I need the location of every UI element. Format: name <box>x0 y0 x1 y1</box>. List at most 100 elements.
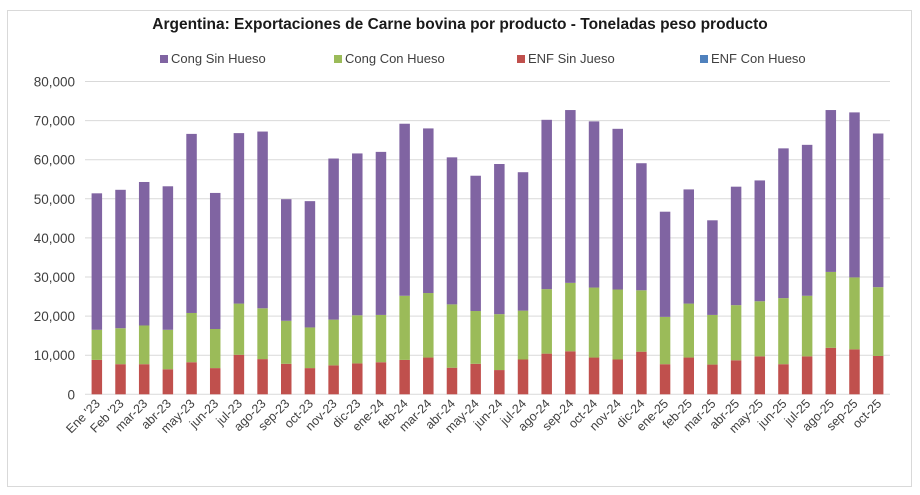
bar-segment-enf-sin-jueso <box>849 349 860 395</box>
legend-label: Cong Sin Hueso <box>171 51 266 66</box>
y-tick-label: 30,000 <box>34 270 75 285</box>
bar-segment-cong-sin-hueso <box>91 193 103 330</box>
bar-segment-cong-con-hueso <box>233 303 245 355</box>
legend-item-enf-con-hueso: ENF Con Hueso <box>700 51 806 66</box>
bar-segment-cong-con-hueso <box>541 289 552 354</box>
bar-segment-enf-sin-jueso <box>446 367 458 395</box>
bar-segment-cong-con-hueso <box>754 301 766 357</box>
bar-segment-cong-sin-hueso <box>162 186 174 330</box>
bar-segment-cong-sin-hueso <box>304 201 316 328</box>
bar-segment-cong-sin-hueso <box>659 211 671 317</box>
bar-segment-cong-con-hueso <box>707 314 718 365</box>
bar-segment-cong-con-hueso <box>778 298 789 365</box>
bar-segment-cong-sin-hueso <box>778 148 789 299</box>
bar-segment-cong-sin-hueso <box>825 110 837 272</box>
bar-segment-cong-con-hueso <box>281 320 292 364</box>
bar-segment-enf-sin-jueso <box>91 359 103 395</box>
bar-segment-cong-con-hueso <box>446 304 458 368</box>
bar-segment-cong-sin-hueso <box>872 133 884 288</box>
bar-segment-cong-con-hueso <box>91 329 103 360</box>
bar-segment-enf-sin-jueso <box>612 359 623 395</box>
bar-segment-cong-sin-hueso <box>399 123 410 296</box>
bar-segment-enf-sin-jueso <box>683 357 694 395</box>
bar-segment-enf-sin-jueso <box>352 363 363 395</box>
bar-segment-cong-con-hueso <box>115 328 126 365</box>
bar-segment-enf-sin-jueso <box>872 355 884 395</box>
y-tick-label: 50,000 <box>34 192 75 207</box>
bar-segment-cong-sin-hueso <box>281 199 292 321</box>
y-tick-label: 20,000 <box>34 309 75 324</box>
bar-segment-enf-sin-jueso <box>730 360 742 395</box>
legend-item-cong-sin-hueso: Cong Sin Hueso <box>160 51 266 66</box>
bar-segment-cong-con-hueso <box>352 315 363 364</box>
bar-segment-cong-con-hueso <box>588 287 600 358</box>
bar-segment-cong-sin-hueso <box>375 151 387 315</box>
legend-swatch <box>517 54 525 63</box>
bar-segment-enf-sin-jueso <box>801 356 813 395</box>
bar-segment-cong-sin-hueso <box>565 110 576 283</box>
bar-segment-enf-sin-jueso <box>707 364 718 395</box>
bar-segment-cong-sin-hueso <box>138 181 150 326</box>
bar-segment-cong-con-hueso <box>328 319 339 366</box>
y-tick-label: 60,000 <box>34 153 75 168</box>
bar-segment-enf-sin-jueso <box>281 363 292 395</box>
bar-segment-cong-con-hueso <box>636 290 647 352</box>
bar-segment-cong-sin-hueso <box>849 112 860 278</box>
bar-segment-enf-sin-jueso <box>209 368 221 395</box>
bar-segment-cong-con-hueso <box>872 287 884 356</box>
bar-segment-enf-sin-jueso <box>754 356 766 395</box>
bar-segment-cong-sin-hueso <box>328 158 339 320</box>
legend-item-enf-sin-jueso: ENF Sin Jueso <box>517 51 615 66</box>
bar-segment-enf-sin-jueso <box>138 364 150 395</box>
y-tick-label: 70,000 <box>34 114 75 129</box>
bar-segment-cong-con-hueso <box>494 314 505 371</box>
bar-segment-cong-con-hueso <box>257 308 268 360</box>
legend-swatch <box>334 54 342 63</box>
bar-segment-enf-sin-jueso <box>541 353 552 395</box>
bar-segment-cong-con-hueso <box>399 295 410 360</box>
legend-label: ENF Con Hueso <box>711 51 806 66</box>
bar-segment-cong-sin-hueso <box>446 157 458 305</box>
bar-segment-enf-sin-jueso <box>399 359 410 395</box>
bar-segment-cong-sin-hueso <box>115 189 126 329</box>
legend-item-cong-con-hueso: Cong Con Hueso <box>334 51 445 66</box>
legend-swatch <box>160 54 168 63</box>
bar-segment-enf-sin-jueso <box>778 364 789 395</box>
bar-segment-cong-sin-hueso <box>470 175 481 312</box>
y-tick-label: 80,000 <box>34 75 75 90</box>
bar-segment-cong-sin-hueso <box>209 192 221 330</box>
bar-segment-cong-sin-hueso <box>636 163 647 291</box>
bar-segment-cong-con-hueso <box>209 329 221 369</box>
bar-segment-enf-sin-jueso <box>162 369 174 395</box>
bar-segment-cong-sin-hueso <box>423 128 434 294</box>
bar-segment-enf-sin-jueso <box>588 357 600 395</box>
bar-segment-cong-sin-hueso <box>233 133 245 304</box>
bar-segment-cong-sin-hueso <box>494 164 505 315</box>
bar-segment-cong-con-hueso <box>659 316 671 365</box>
bar-segment-cong-sin-hueso <box>257 131 268 309</box>
bar-segment-cong-con-hueso <box>730 305 742 361</box>
y-tick-label: 40,000 <box>34 231 75 246</box>
bar-segment-cong-con-hueso <box>470 311 481 364</box>
legend-swatch <box>700 54 708 63</box>
bar-segment-cong-sin-hueso <box>801 144 813 296</box>
bar-segment-cong-con-hueso <box>186 312 197 363</box>
legend-label: Cong Con Hueso <box>345 51 445 66</box>
bar-segment-enf-sin-jueso <box>423 357 434 395</box>
bar-segment-cong-con-hueso <box>375 314 387 363</box>
bar-segment-enf-sin-jueso <box>375 362 387 395</box>
bar-segment-cong-con-hueso <box>849 277 860 350</box>
bar-segment-cong-con-hueso <box>138 325 150 365</box>
bar-segment-cong-sin-hueso <box>730 186 742 306</box>
bar-segment-cong-sin-hueso <box>186 133 197 313</box>
bar-segment-enf-sin-jueso <box>825 347 837 395</box>
bar-segment-enf-sin-jueso <box>659 364 671 395</box>
bar-segment-cong-con-hueso <box>825 271 837 348</box>
bar-segment-enf-sin-jueso <box>115 364 126 395</box>
y-tick-label: 10,000 <box>34 348 75 363</box>
bar-segment-enf-sin-jueso <box>636 351 647 395</box>
bar-segment-enf-sin-jueso <box>517 359 529 395</box>
bar-segment-cong-sin-hueso <box>707 220 718 315</box>
bar-segment-cong-con-hueso <box>683 303 694 358</box>
